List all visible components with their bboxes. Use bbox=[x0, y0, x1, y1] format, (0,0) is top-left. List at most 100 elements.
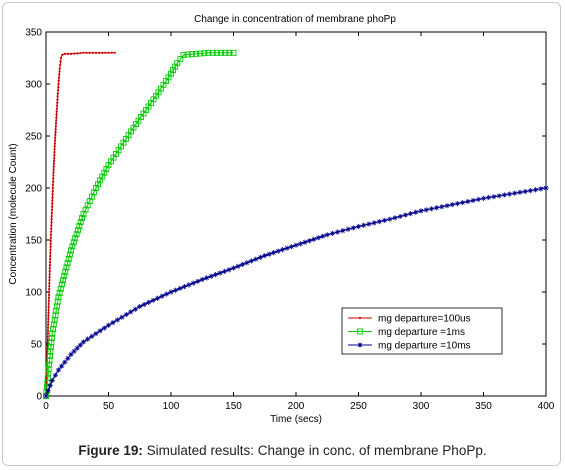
data-point bbox=[208, 273, 214, 279]
data-point bbox=[180, 51, 187, 58]
data-point bbox=[73, 52, 76, 55]
x-axis-label: Time (secs) bbox=[270, 414, 322, 425]
data-point bbox=[439, 204, 445, 210]
data-point bbox=[470, 197, 476, 204]
data-point bbox=[74, 345, 80, 351]
data-point bbox=[51, 202, 54, 205]
data-point bbox=[52, 180, 55, 183]
x-tick-label: 400 bbox=[538, 401, 555, 412]
data-point bbox=[47, 317, 50, 320]
data-point bbox=[150, 297, 156, 303]
data-point bbox=[56, 92, 59, 95]
data-point bbox=[61, 53, 64, 56]
data-point bbox=[68, 351, 74, 357]
data-point bbox=[496, 193, 502, 199]
data-point bbox=[105, 322, 112, 328]
data-point bbox=[101, 325, 107, 331]
data-point bbox=[355, 223, 362, 230]
y-tick-label: 200 bbox=[25, 184, 42, 195]
series-1 bbox=[44, 51, 116, 398]
y-tick-label: 150 bbox=[25, 236, 42, 247]
legend-item: mg departure=100us bbox=[348, 314, 471, 325]
data-point bbox=[168, 289, 174, 295]
data-point bbox=[275, 248, 281, 254]
axis-ticks: 0 50 100 150 200 250 300 350 400 0 50 100 150 200 250 3… bbox=[25, 28, 554, 413]
data-point bbox=[50, 321, 57, 328]
data-point bbox=[195, 278, 201, 284]
data-point bbox=[85, 51, 88, 54]
data-point bbox=[52, 168, 55, 171]
data-point bbox=[47, 305, 50, 308]
data-point bbox=[335, 229, 341, 235]
data-point bbox=[48, 290, 51, 294]
data-point bbox=[47, 323, 50, 326]
data-point bbox=[89, 333, 95, 339]
data-point bbox=[110, 320, 116, 326]
series-2 bbox=[43, 49, 237, 399]
chart-title: Change in concentration of membrane phoP… bbox=[194, 14, 396, 25]
data-point bbox=[55, 110, 58, 113]
data-point bbox=[51, 190, 54, 193]
legend-label: mg departure =10ms bbox=[378, 341, 471, 352]
y-tick-label: 250 bbox=[25, 132, 42, 143]
data-point bbox=[58, 70, 61, 73]
data-point bbox=[50, 221, 53, 224]
x-tick-label: 250 bbox=[350, 401, 367, 412]
data-point bbox=[57, 76, 61, 79]
data-point bbox=[59, 60, 62, 63]
series-layer bbox=[43, 49, 549, 399]
data-point bbox=[54, 128, 57, 131]
data-point bbox=[172, 287, 179, 293]
caption-text: Simulated results: Change in conc. of me… bbox=[142, 443, 487, 458]
data-point bbox=[77, 342, 83, 348]
data-point bbox=[293, 242, 299, 248]
data-point bbox=[56, 89, 60, 92]
data-point bbox=[56, 95, 59, 98]
data-point bbox=[60, 277, 66, 284]
legend: mg departure=100us mg departure =1ms mg de… bbox=[341, 307, 503, 355]
x-tick-label: 350 bbox=[475, 401, 492, 412]
data-point bbox=[80, 339, 87, 345]
data-point bbox=[137, 303, 143, 310]
data-point bbox=[50, 224, 53, 227]
data-point bbox=[48, 270, 51, 273]
data-point bbox=[248, 258, 254, 264]
data-point bbox=[52, 177, 55, 180]
data-point bbox=[70, 239, 77, 246]
data-point bbox=[52, 174, 55, 177]
data-point bbox=[49, 254, 52, 258]
data-point bbox=[97, 328, 103, 334]
x-tick-label: 150 bbox=[225, 401, 242, 412]
data-point bbox=[340, 228, 346, 234]
data-point bbox=[397, 213, 403, 220]
data-point bbox=[280, 247, 286, 253]
data-point bbox=[56, 98, 59, 101]
data-point bbox=[59, 56, 63, 60]
data-point bbox=[47, 311, 50, 314]
data-point bbox=[244, 260, 250, 266]
y-tick-label: 50 bbox=[31, 340, 43, 351]
data-point bbox=[418, 208, 424, 214]
data-point bbox=[94, 51, 98, 54]
data-point bbox=[49, 248, 52, 252]
data-point bbox=[213, 49, 220, 56]
data-point bbox=[53, 153, 56, 157]
data-point bbox=[45, 366, 52, 373]
data-point bbox=[93, 331, 99, 337]
data-point bbox=[45, 370, 52, 377]
data-point bbox=[177, 285, 183, 292]
data-point bbox=[460, 199, 466, 206]
data-point bbox=[48, 261, 52, 264]
data-point bbox=[49, 245, 52, 249]
data-point bbox=[538, 186, 544, 192]
data-point bbox=[50, 208, 54, 211]
data-point bbox=[357, 328, 363, 335]
data-point bbox=[141, 301, 147, 308]
data-point bbox=[371, 220, 377, 226]
data-point bbox=[284, 245, 290, 251]
data-point bbox=[55, 107, 58, 110]
data-point bbox=[58, 281, 65, 288]
data-point bbox=[186, 282, 192, 288]
data-point bbox=[257, 254, 263, 260]
figure-caption: Figure 19: Simulated results: Change in … bbox=[0, 443, 565, 458]
